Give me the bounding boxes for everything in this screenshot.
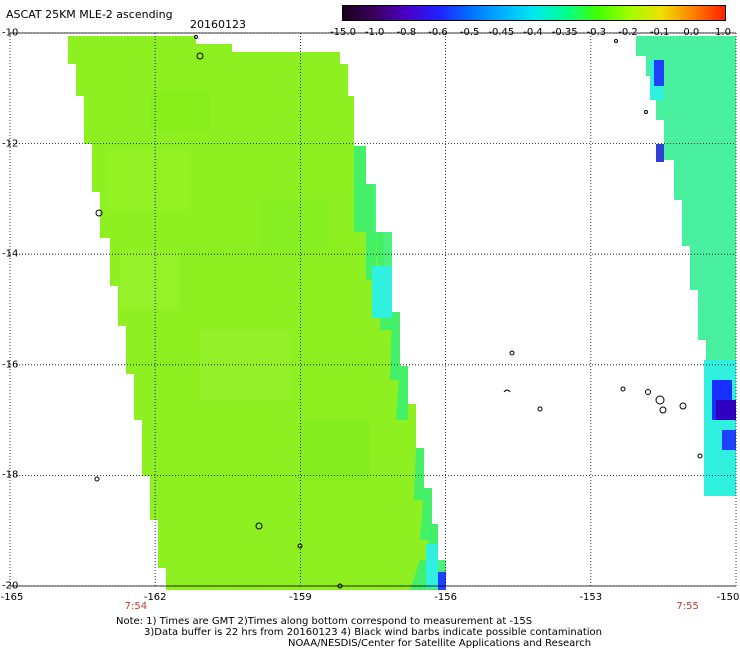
colorbar bbox=[342, 5, 726, 21]
swath-edge bbox=[414, 448, 424, 500]
island-outline bbox=[95, 209, 103, 217]
swath-edge bbox=[390, 312, 400, 380]
colorbar-label: -0.5 bbox=[459, 27, 480, 38]
island-outline bbox=[509, 350, 515, 356]
swath-edge bbox=[354, 146, 366, 232]
island-outline bbox=[697, 453, 703, 459]
latitude-label: -12 bbox=[2, 138, 19, 150]
colorbar-label: 0.0 bbox=[683, 27, 700, 38]
swath-right-blue bbox=[654, 60, 664, 86]
swath-edge-blue bbox=[438, 572, 446, 590]
latitude-label: -10 bbox=[2, 27, 19, 39]
swath-right-blue bbox=[722, 430, 736, 450]
colorbar-label: -0.6 bbox=[428, 27, 448, 38]
colorbar-label: -0.4 bbox=[523, 27, 543, 38]
longitude-label: -159 bbox=[289, 592, 312, 603]
island-outline bbox=[255, 522, 263, 530]
swath-right-blue bbox=[656, 144, 664, 162]
island-outline bbox=[94, 476, 100, 482]
island-outline bbox=[337, 583, 343, 589]
island-outline bbox=[196, 52, 204, 60]
note-line-2: 3)Data buffer is 22 hrs from 20160123 4)… bbox=[144, 627, 602, 638]
swath-right-blue bbox=[716, 400, 736, 420]
colorbar-label: -0.8 bbox=[396, 27, 417, 38]
island-outline bbox=[644, 110, 648, 114]
note-line-1: Note: 1) Times are GMT 2)Times along bot… bbox=[116, 616, 533, 627]
colorbar-label: -1.0 bbox=[364, 27, 385, 38]
island-outline bbox=[679, 402, 687, 410]
swath-texture bbox=[300, 420, 370, 480]
latitude-label: -14 bbox=[2, 248, 19, 260]
colorbar-label: 1.0 bbox=[715, 27, 731, 38]
longitude-label: -162 bbox=[143, 592, 167, 603]
swath-texture bbox=[170, 460, 290, 520]
swath-texture bbox=[120, 250, 180, 310]
swath-edge bbox=[420, 488, 432, 540]
latitude-label: -16 bbox=[2, 359, 19, 371]
time-label: 7:54 bbox=[124, 601, 148, 612]
island-outline bbox=[655, 395, 665, 405]
swath-edge bbox=[366, 184, 376, 280]
island-outline bbox=[614, 39, 618, 43]
longitude-label: -165 bbox=[0, 592, 24, 603]
map-date: 20160123 bbox=[190, 18, 246, 31]
swath-texture bbox=[150, 90, 210, 130]
island-outline bbox=[194, 35, 198, 39]
colorbar-label: -0.45 bbox=[488, 27, 515, 38]
latitude-label: -18 bbox=[2, 469, 19, 481]
longitude-label: -153 bbox=[579, 592, 603, 603]
swath-edge-cyan bbox=[426, 544, 438, 588]
latitude-label: -20 bbox=[2, 580, 19, 592]
longitude-label: -156 bbox=[434, 592, 457, 603]
longitude-label: -150 bbox=[716, 592, 740, 603]
colorbar-label: -15.0 bbox=[330, 27, 356, 38]
map-title: ASCAT 25KM MLE-2 ascending bbox=[6, 8, 173, 21]
swath-edge-cyan bbox=[372, 266, 392, 318]
island-outline bbox=[620, 386, 626, 392]
swath-texture bbox=[260, 200, 330, 250]
island-outline bbox=[537, 406, 543, 412]
swath-edge bbox=[396, 366, 408, 420]
swath-texture bbox=[108, 150, 188, 210]
island-outline bbox=[645, 389, 651, 395]
colorbar-label: -0.1 bbox=[649, 27, 670, 38]
island-outline bbox=[297, 543, 303, 549]
note-line-3: NOAA/NESDIS/Center for Satellite Applica… bbox=[288, 638, 592, 649]
time-label: 7:55 bbox=[676, 601, 699, 612]
colorbar-label: -0.3 bbox=[586, 27, 607, 38]
colorbar-label: -0.2 bbox=[618, 27, 638, 38]
island-outline bbox=[503, 389, 511, 393]
swath-right bbox=[636, 36, 736, 496]
colorbar-label: -0.35 bbox=[551, 27, 578, 38]
island-outline bbox=[659, 406, 667, 414]
